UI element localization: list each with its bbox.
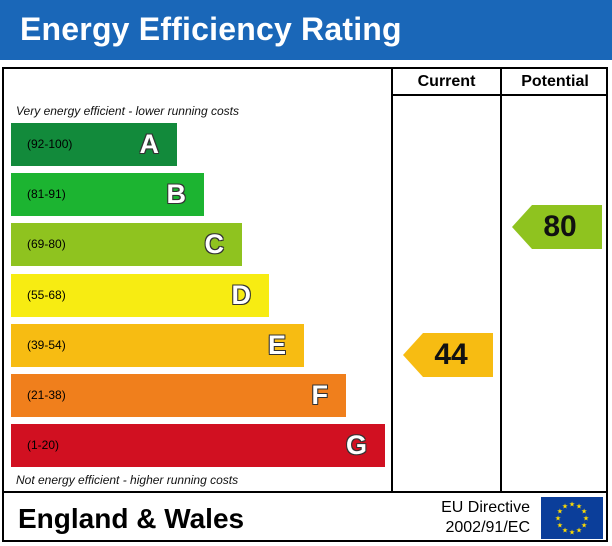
band-letter-label: C	[204, 229, 225, 259]
top-efficiency-note: Very energy efficient - lower running co…	[16, 104, 239, 118]
eu-directive-line2: 2002/91/EC	[445, 519, 530, 536]
rating-table-frame	[2, 67, 608, 542]
band-d: (55-68) D	[11, 274, 269, 317]
eu-star: ★	[557, 508, 563, 516]
eu-star: ★	[562, 502, 568, 510]
column-header-current: Current	[417, 73, 476, 90]
region-label: England & Wales	[18, 503, 245, 534]
band-e: (39-54) E	[11, 324, 304, 367]
eu-star: ★	[562, 527, 568, 535]
bottom-efficiency-note: Not energy efficient - higher running co…	[16, 473, 239, 487]
potential-rating-marker: 80	[512, 205, 602, 254]
band-a: (92-100) A	[11, 123, 177, 166]
eu-star: ★	[569, 529, 575, 537]
band-range-label: (92-100)	[27, 137, 73, 151]
band-letter-label: E	[267, 330, 286, 360]
current-marker-arrow	[403, 333, 493, 377]
eu-star: ★	[555, 515, 561, 523]
eu-star: ★	[557, 522, 563, 530]
footer-divider	[2, 491, 608, 493]
column-divider-potential	[500, 67, 502, 493]
band-range-label: (39-54)	[27, 338, 66, 352]
eu-star: ★	[583, 515, 589, 523]
band-range-label: (1-20)	[27, 438, 60, 452]
potential-marker-arrow	[512, 205, 602, 249]
eu-star: ★	[581, 522, 587, 530]
potential-rating-value: 80	[543, 210, 577, 243]
band-letter-label: G	[345, 430, 367, 460]
band-c: (69-80) C	[11, 223, 242, 266]
eu-star: ★	[581, 508, 587, 516]
eu-star: ★	[569, 501, 575, 509]
current-rating-value: 44	[434, 338, 468, 371]
band-letter-label: F	[311, 380, 329, 410]
band-range-label: (81-91)	[27, 187, 66, 201]
header-bar: Energy Efficiency Rating	[0, 0, 612, 60]
chart-title: Energy Efficiency Rating	[20, 11, 402, 47]
band-b: (81-91) B	[11, 173, 204, 216]
band-range-label: (21-38)	[27, 388, 66, 402]
band-letter-label: D	[231, 280, 252, 310]
band-f: (21-38) F	[11, 374, 346, 417]
column-divider-current	[391, 67, 393, 493]
band-range-label: (55-68)	[27, 288, 66, 302]
eu-star: ★	[576, 502, 582, 510]
band-range-label: (69-80)	[27, 237, 66, 251]
eu-directive-line1: EU Directive	[441, 499, 530, 516]
header-row-divider	[391, 94, 608, 96]
current-rating-marker: 44	[403, 333, 493, 382]
band-letter-label: A	[139, 129, 160, 159]
eu-star: ★	[576, 527, 582, 535]
eu-flag-icon: ★ ★ ★ ★ ★ ★ ★ ★ ★ ★ ★ ★	[541, 497, 603, 539]
band-g: (1-20) G	[11, 424, 385, 467]
column-header-potential: Potential	[521, 73, 589, 90]
band-letter-label: B	[166, 179, 187, 209]
